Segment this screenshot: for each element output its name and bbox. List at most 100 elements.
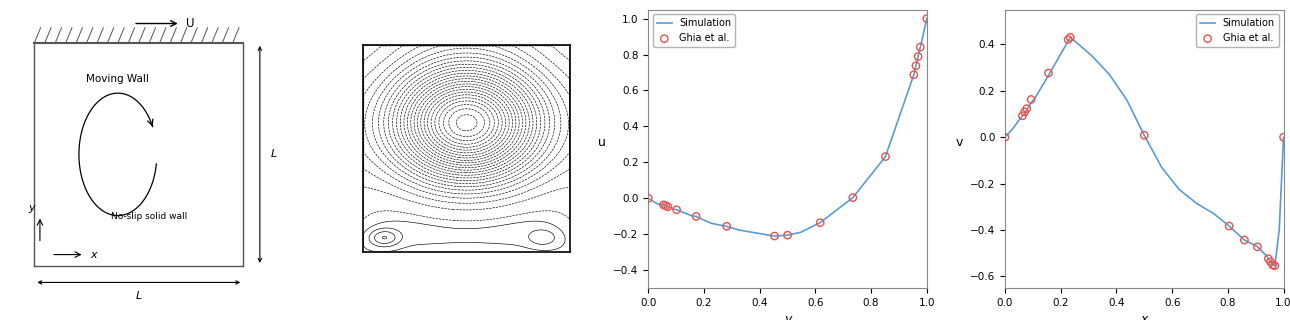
Simulation xyxy=(676,211,691,214)
Simulation xyxy=(731,228,747,232)
Simulation xyxy=(1019,108,1035,112)
Simulation xyxy=(1206,212,1222,216)
Text: Moving Wall: Moving Wall xyxy=(86,74,150,84)
Simulation xyxy=(668,208,684,212)
Simulation xyxy=(877,155,893,158)
Ghia et al. xyxy=(1219,223,1240,228)
Simulation xyxy=(654,203,670,207)
Simulation xyxy=(641,196,657,200)
Simulation xyxy=(1155,165,1170,169)
Simulation xyxy=(1120,98,1135,102)
Ghia et al. xyxy=(1013,113,1033,118)
Ghia et al. xyxy=(908,54,929,59)
Ghia et al. xyxy=(810,220,831,225)
Simulation xyxy=(655,203,671,207)
Ghia et al. xyxy=(1263,262,1284,268)
Simulation xyxy=(906,73,921,77)
Simulation xyxy=(1060,39,1076,43)
Text: U: U xyxy=(186,17,195,30)
Ghia et al. xyxy=(909,44,930,50)
Ghia et al. xyxy=(875,154,895,159)
Ghia et al. xyxy=(1273,135,1290,140)
Ghia et al. xyxy=(1058,37,1078,42)
Ghia et al. xyxy=(778,233,799,238)
Simulation xyxy=(1006,125,1022,129)
Simulation xyxy=(1063,36,1078,39)
Simulation xyxy=(1023,101,1038,105)
Simulation xyxy=(1250,245,1265,249)
Simulation xyxy=(648,201,663,204)
Simulation xyxy=(1259,253,1275,257)
Simulation xyxy=(911,54,926,58)
Simulation xyxy=(660,205,676,209)
Ghia et al. xyxy=(842,195,863,200)
Ghia et al. xyxy=(1017,106,1037,111)
Simulation xyxy=(912,45,928,49)
Text: x: x xyxy=(90,250,97,260)
Simulation xyxy=(915,36,930,40)
Simulation xyxy=(1237,238,1253,242)
Simulation xyxy=(997,135,1013,139)
Simulation xyxy=(793,230,809,234)
Simulation xyxy=(780,233,796,237)
Ghia et al. xyxy=(716,224,737,229)
Simulation xyxy=(689,215,704,219)
Ghia et al. xyxy=(1060,35,1081,40)
Ghia et al. xyxy=(764,234,784,239)
Simulation xyxy=(908,64,924,68)
Simulation xyxy=(1001,131,1017,134)
X-axis label: x: x xyxy=(1140,313,1148,320)
Simulation xyxy=(1276,135,1290,139)
Ghia et al. xyxy=(903,72,924,77)
Ghia et al. xyxy=(916,16,937,21)
Ghia et al. xyxy=(655,203,676,208)
Simulation xyxy=(667,207,682,211)
Ghia et al. xyxy=(666,207,686,212)
Simulation xyxy=(1085,54,1100,58)
Simulation xyxy=(1265,263,1281,267)
Ghia et al. xyxy=(995,135,1015,140)
Ghia et al. xyxy=(1247,244,1268,249)
Line: Simulation: Simulation xyxy=(649,19,926,236)
Simulation xyxy=(1260,257,1276,260)
Legend: Simulation, Ghia et al.: Simulation, Ghia et al. xyxy=(653,14,735,47)
Legend: Simulation, Ghia et al.: Simulation, Ghia et al. xyxy=(1196,14,1278,47)
Simulation xyxy=(845,196,860,200)
Ghia et al. xyxy=(1020,97,1041,102)
Ghia et al. xyxy=(653,202,673,207)
Simulation xyxy=(918,17,934,20)
Y-axis label: v: v xyxy=(955,136,962,149)
Simulation xyxy=(697,219,712,222)
Simulation xyxy=(1041,73,1057,77)
Simulation xyxy=(1010,119,1026,123)
Simulation xyxy=(1017,112,1032,116)
Simulation xyxy=(658,204,673,208)
Simulation xyxy=(1267,264,1282,268)
Simulation xyxy=(703,221,719,225)
Ghia et al. xyxy=(1258,256,1278,261)
Simulation xyxy=(1028,95,1044,99)
Text: L: L xyxy=(271,149,277,159)
Simulation xyxy=(649,202,664,205)
Ghia et al. xyxy=(686,214,707,219)
Ghia et al. xyxy=(1014,109,1035,115)
Simulation xyxy=(766,234,782,238)
Simulation xyxy=(719,224,734,228)
Ghia et al. xyxy=(658,204,679,209)
Simulation xyxy=(1171,188,1187,191)
Simulation xyxy=(645,199,660,203)
X-axis label: y: y xyxy=(784,313,791,320)
Line: Simulation: Simulation xyxy=(1005,37,1284,266)
Simulation xyxy=(1102,73,1117,76)
Simulation xyxy=(1263,260,1278,264)
Ghia et al. xyxy=(1260,259,1281,264)
Simulation xyxy=(642,198,658,202)
Ghia et al. xyxy=(1134,133,1155,138)
Simulation xyxy=(1222,224,1237,228)
Simulation xyxy=(1272,228,1287,232)
Ghia et al. xyxy=(1264,263,1285,268)
Ghia et al. xyxy=(906,63,926,68)
Text: No-slip solid wall: No-slip solid wall xyxy=(111,212,187,221)
Text: y: y xyxy=(28,203,35,213)
Simulation xyxy=(1015,114,1031,118)
